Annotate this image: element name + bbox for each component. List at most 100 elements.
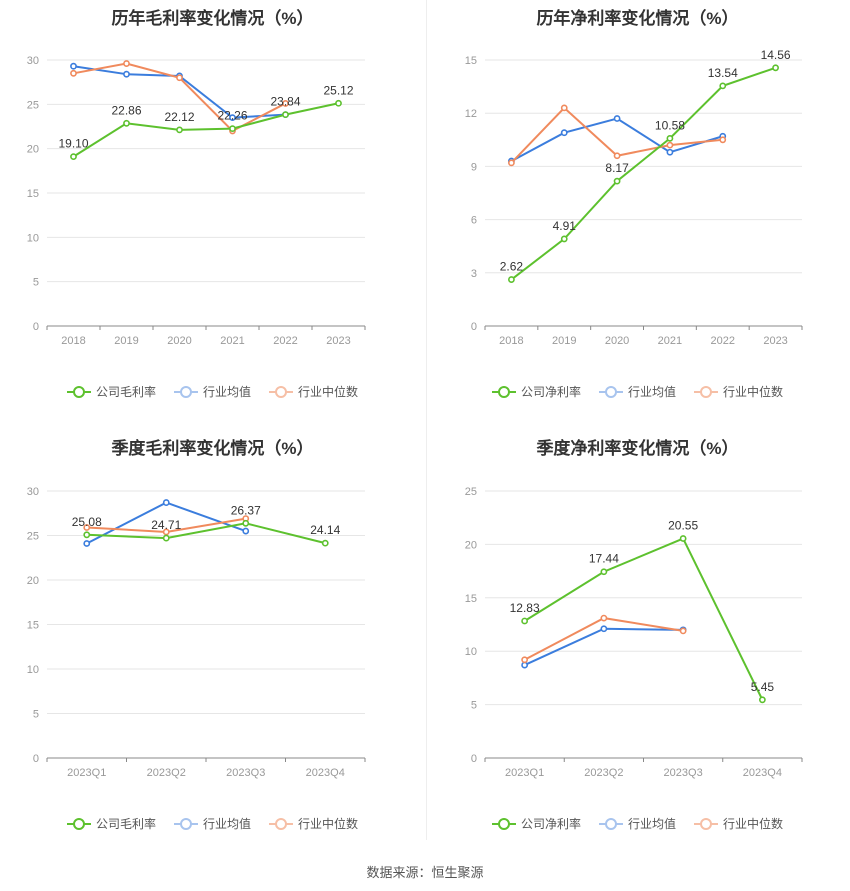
y-tick-label: 3 xyxy=(471,268,477,280)
chart-legend[interactable]: 公司毛利率 行业均值 行业中位数 xyxy=(0,383,425,400)
data-point xyxy=(600,625,608,633)
annual-gross-margin-chart: 历年毛利率变化情况（%） 0 5 10 15 20 25 30 2018 2019 2020 202… xyxy=(0,0,425,430)
y-tick-label: 30 xyxy=(27,55,39,67)
y-tick-label: 5 xyxy=(33,709,39,721)
legend-item-company[interactable]: 公司净利率 xyxy=(491,815,581,832)
y-tick-label: 5 xyxy=(471,700,477,712)
data-point xyxy=(666,141,674,149)
legend-label: 公司毛利率 xyxy=(95,385,156,399)
y-tick-label: 25 xyxy=(27,99,39,111)
y-tick-label: 9 xyxy=(471,161,477,173)
legend-label: 行业中位数 xyxy=(723,817,784,831)
data-label: 4.91 xyxy=(553,219,577,233)
legend-item-industry-avg[interactable]: 行业均值 xyxy=(173,383,251,400)
data-point xyxy=(560,235,568,243)
data-label: 10.58 xyxy=(655,118,685,132)
series-line xyxy=(524,537,764,701)
x-tick-label: 2019 xyxy=(552,335,576,347)
x-tick-label: 2021 xyxy=(220,335,244,347)
data-label: 5.45 xyxy=(751,680,775,694)
x-tick-label: 2018 xyxy=(499,335,523,347)
data-point xyxy=(600,614,608,622)
data-point xyxy=(83,524,91,531)
data-point xyxy=(162,499,170,506)
data-point xyxy=(719,136,727,144)
y-tick-label: 0 xyxy=(33,753,39,765)
y-tick-label: 15 xyxy=(465,593,477,605)
data-point xyxy=(229,125,236,133)
x-tick-label: 2018 xyxy=(61,335,85,347)
chart-legend[interactable]: 公司净利率 行业均值 行业中位数 xyxy=(425,815,850,832)
data-point xyxy=(521,661,529,669)
plot-area: 0 5 10 15 20 25 30 2018 2019 2020 2021 2022 2023 19.1… xyxy=(27,55,366,347)
data-point xyxy=(508,276,515,283)
chart-plot: 0 5 10 15 20 25 30 2023Q1 2023Q2 2023Q3 2023Q4 25.0… xyxy=(27,486,366,779)
x-tick-label: 2023Q1 xyxy=(505,767,544,779)
legend-item-industry-avg[interactable]: 行业均值 xyxy=(173,815,251,832)
y-tick-label: 15 xyxy=(27,620,39,632)
series-line xyxy=(72,102,339,158)
data-source: 数据来源：恒生聚源 xyxy=(366,865,484,880)
data-label: 25.12 xyxy=(323,83,353,97)
y-tick-label: 6 xyxy=(471,215,477,227)
chart-title: 季度毛利率变化情况（%） xyxy=(111,439,314,458)
data-point xyxy=(719,82,727,90)
legend-item-industry-avg[interactable]: 行业均值 xyxy=(598,383,676,400)
data-point xyxy=(508,159,515,167)
legend-item-industry-median[interactable]: 行业中位数 xyxy=(269,815,358,832)
y-tick-label: 20 xyxy=(27,144,39,156)
data-point xyxy=(123,70,130,78)
data-point xyxy=(666,148,674,156)
legend-label: 行业中位数 xyxy=(298,817,359,831)
data-point xyxy=(242,527,250,535)
chart-legend[interactable]: 公司毛利率 行业均值 行业中位数 xyxy=(0,815,425,832)
data-label: 17.44 xyxy=(589,552,619,566)
data-point xyxy=(600,568,608,576)
data-label: 26.37 xyxy=(231,503,261,517)
data-point xyxy=(560,129,568,137)
x-tick-label: 2023 xyxy=(763,335,787,347)
data-label: 14.56 xyxy=(761,48,791,62)
y-tick-label: 25 xyxy=(465,486,477,498)
quarterly-net-margin-chart: 季度净利率变化情况（%） 0 5 10 15 20 25 2023Q1 2023Q2 2023Q… xyxy=(425,430,850,860)
legend-item-company[interactable]: 公司净利率 xyxy=(491,383,581,400)
data-point xyxy=(229,114,236,122)
x-tick-label: 2023Q4 xyxy=(743,767,782,779)
chart-title: 历年净利率变化情况（%） xyxy=(536,9,739,28)
data-point xyxy=(162,528,170,536)
data-point xyxy=(83,540,91,547)
chart-plot: 0 3 6 9 12 15 2018 2019 2020 2021 2022 2023 2.62 4.91… xyxy=(465,48,803,347)
y-tick-label: 25 xyxy=(27,531,39,543)
data-point xyxy=(83,531,91,539)
data-point xyxy=(521,617,529,625)
data-label: 12.83 xyxy=(510,601,540,615)
data-point xyxy=(666,134,674,142)
legend-item-industry-avg[interactable]: 行业均值 xyxy=(598,815,676,832)
legend-item-company[interactable]: 公司毛利率 xyxy=(66,815,156,832)
data-label: 22.12 xyxy=(164,110,194,124)
data-label: 25.08 xyxy=(72,515,102,529)
chart-title: 历年毛利率变化情况（%） xyxy=(111,9,314,28)
chart-legend[interactable]: 公司净利率 行业均值 行业中位数 xyxy=(425,383,850,400)
data-point xyxy=(123,119,130,127)
annual-net-margin-chart: 历年净利率变化情况（%） 0 3 6 9 12 15 2018 2019 2020 2021 202… xyxy=(425,0,850,430)
chart-plot: 0 5 10 15 20 25 2023Q1 2023Q2 2023Q3 2023Q4 12.83 1… xyxy=(465,486,803,779)
y-tick-label: 20 xyxy=(465,539,477,551)
data-label: 19.10 xyxy=(58,137,88,151)
legend-item-industry-median[interactable]: 行业中位数 xyxy=(694,815,783,832)
y-tick-label: 10 xyxy=(27,232,39,244)
x-tick-label: 2023Q1 xyxy=(67,767,106,779)
data-point xyxy=(521,656,529,664)
data-point xyxy=(176,126,183,134)
legend-item-industry-median[interactable]: 行业中位数 xyxy=(269,383,358,400)
legend-label: 行业均值 xyxy=(202,817,251,831)
legend-label: 行业均值 xyxy=(202,385,251,399)
data-point xyxy=(282,111,289,119)
plot-area: 0 5 10 15 20 25 2023Q1 2023Q2 2023Q3 2023Q4 12.83 1… xyxy=(465,486,803,779)
legend-item-industry-median[interactable]: 行业中位数 xyxy=(694,383,783,400)
legend-label: 公司毛利率 xyxy=(95,817,156,831)
legend-label: 行业中位数 xyxy=(298,385,359,399)
x-tick-label: 2022 xyxy=(711,335,735,347)
data-label: 22.26 xyxy=(217,109,247,123)
legend-item-company[interactable]: 公司毛利率 xyxy=(66,383,156,400)
